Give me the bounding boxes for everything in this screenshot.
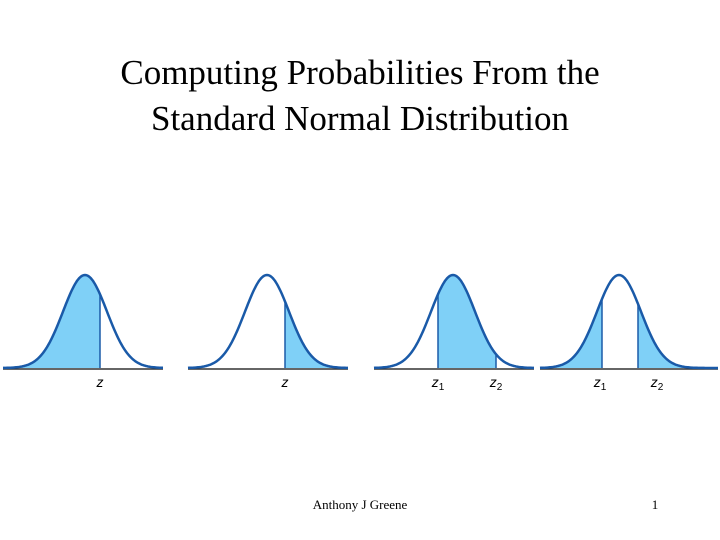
z-base: z (593, 374, 601, 390)
curve (3, 273, 163, 370)
normal-curve-figure: z (187, 273, 348, 390)
shaded-area (5, 275, 100, 368)
normal-curve-figure: z1 z2 (373, 273, 534, 393)
curve (373, 273, 534, 370)
z-base: z (96, 374, 104, 390)
z-subscript: 1 (439, 382, 445, 393)
footer-author: Anthony J Greene (313, 497, 408, 512)
normal-curve-figure: z (3, 273, 163, 390)
shaded-area (285, 301, 346, 368)
title-line: Computing Probabilities From the (120, 53, 599, 92)
z-label: z (281, 374, 289, 390)
z-label: z2 (489, 374, 503, 393)
z-label: z1 (431, 374, 445, 393)
shaded-area (638, 303, 716, 368)
shaded-area (438, 275, 496, 368)
z-subscript: 2 (497, 382, 503, 393)
page-number: 1 (652, 497, 659, 512)
z-base: z (650, 374, 658, 390)
curve (187, 273, 348, 370)
curve (539, 273, 718, 370)
z-label: z1 (593, 374, 607, 393)
title-line: Standard Normal Distribution (151, 99, 569, 138)
z-base: z (281, 374, 289, 390)
normal-curve-figure: z1 z2 (539, 273, 718, 393)
z-subscript: 1 (601, 382, 607, 393)
shaded-area (542, 299, 602, 368)
z-base: z (431, 374, 439, 390)
z-label: z (96, 374, 104, 390)
z-subscript: 2 (658, 382, 664, 393)
z-label: z2 (650, 374, 664, 393)
z-base: z (489, 374, 497, 390)
